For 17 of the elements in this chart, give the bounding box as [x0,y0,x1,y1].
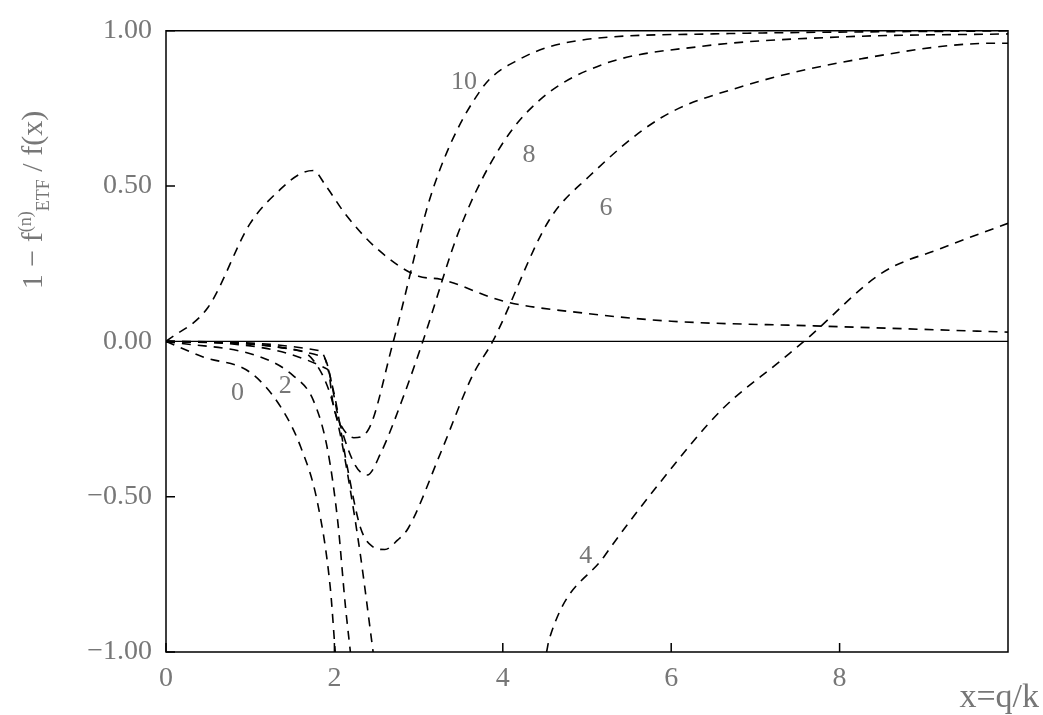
series-label: 0 [231,377,245,407]
x-tick-label: 4 [495,661,510,693]
y-tick-label: 0.50 [103,168,152,200]
x-tick-label: 2 [327,661,342,693]
x-tick-label: 8 [832,661,847,693]
y-tick-label: −1.00 [87,634,152,666]
series-label: 2 [278,370,292,400]
x-tick-label: 0 [159,661,173,693]
y-tick-label: −0.50 [87,479,152,511]
series-label: 6 [599,192,613,222]
series-label: 4 [579,539,593,569]
y-tick-label: 0.00 [103,323,152,355]
x-tick-label: 6 [664,661,679,693]
series-label: 8 [522,138,536,168]
x-axis-title: x=q/k [959,677,1039,715]
series-label: 10 [450,65,477,95]
y-tick-label: 1.00 [103,13,152,45]
